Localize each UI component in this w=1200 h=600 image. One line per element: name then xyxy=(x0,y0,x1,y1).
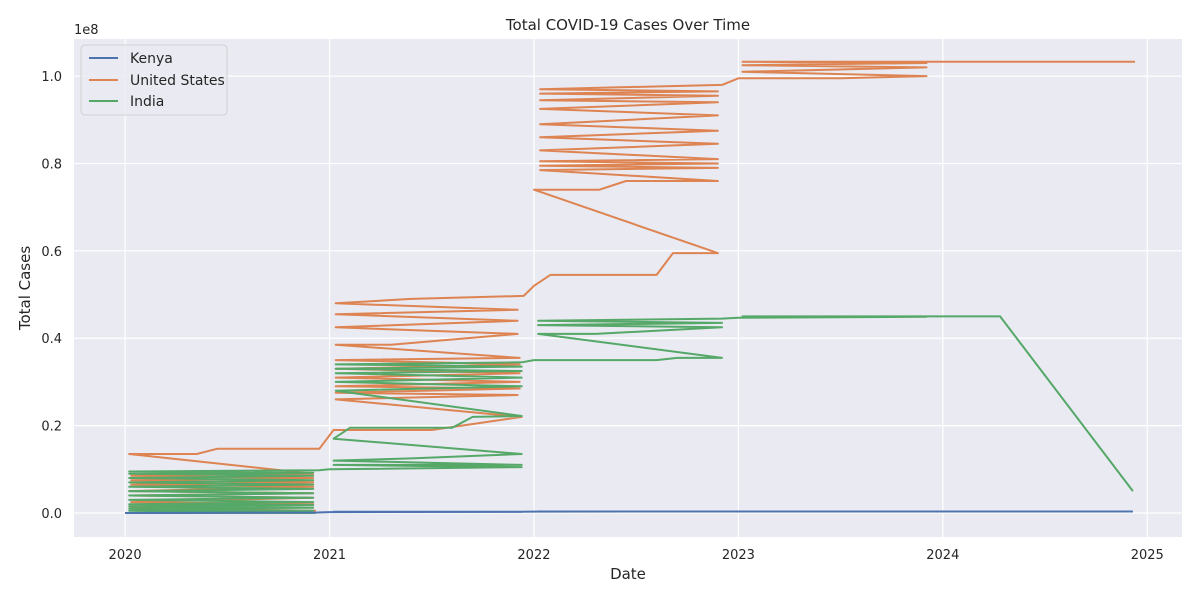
x-tick-label: 2020 xyxy=(109,548,142,563)
chart-title: Total COVID-19 Cases Over Time xyxy=(505,16,750,34)
x-axis-ticks: 2020 2021 2022 2023 2024 2025 xyxy=(109,548,1164,563)
series-line-united-states xyxy=(128,60,1135,514)
legend: Kenya United States India xyxy=(80,44,228,116)
series-line-kenya xyxy=(125,510,1133,514)
y-tick-label: 0.6 xyxy=(41,245,62,260)
legend-label-united-states: United States xyxy=(130,73,225,89)
y-tick-label: 0.2 xyxy=(41,420,62,435)
x-tick-label: 2023 xyxy=(722,548,755,563)
series-line-india xyxy=(125,315,1134,514)
legend-label-kenya: Kenya xyxy=(130,51,173,67)
x-tick-label: 2022 xyxy=(517,548,550,563)
legend-label-india: India xyxy=(130,94,164,110)
legend-box xyxy=(80,44,228,116)
y-tick-label: 0.0 xyxy=(41,507,62,522)
x-axis-label: Date xyxy=(610,565,646,583)
y-axis-multiplier: 1e8 xyxy=(74,23,99,38)
x-tick-label: 2025 xyxy=(1131,548,1164,563)
y-tick-label: 0.8 xyxy=(41,158,62,173)
y-axis-ticks: 0.0 0.2 0.4 0.6 0.8 1.0 xyxy=(41,70,62,522)
plot-background xyxy=(74,39,1182,537)
y-tick-label: 1.0 xyxy=(41,70,62,85)
x-tick-label: 2021 xyxy=(313,548,346,563)
series-layer xyxy=(125,60,1135,514)
y-axis-label: Total Cases xyxy=(16,246,34,332)
x-tick-label: 2024 xyxy=(926,548,959,563)
y-tick-label: 0.4 xyxy=(41,332,62,347)
